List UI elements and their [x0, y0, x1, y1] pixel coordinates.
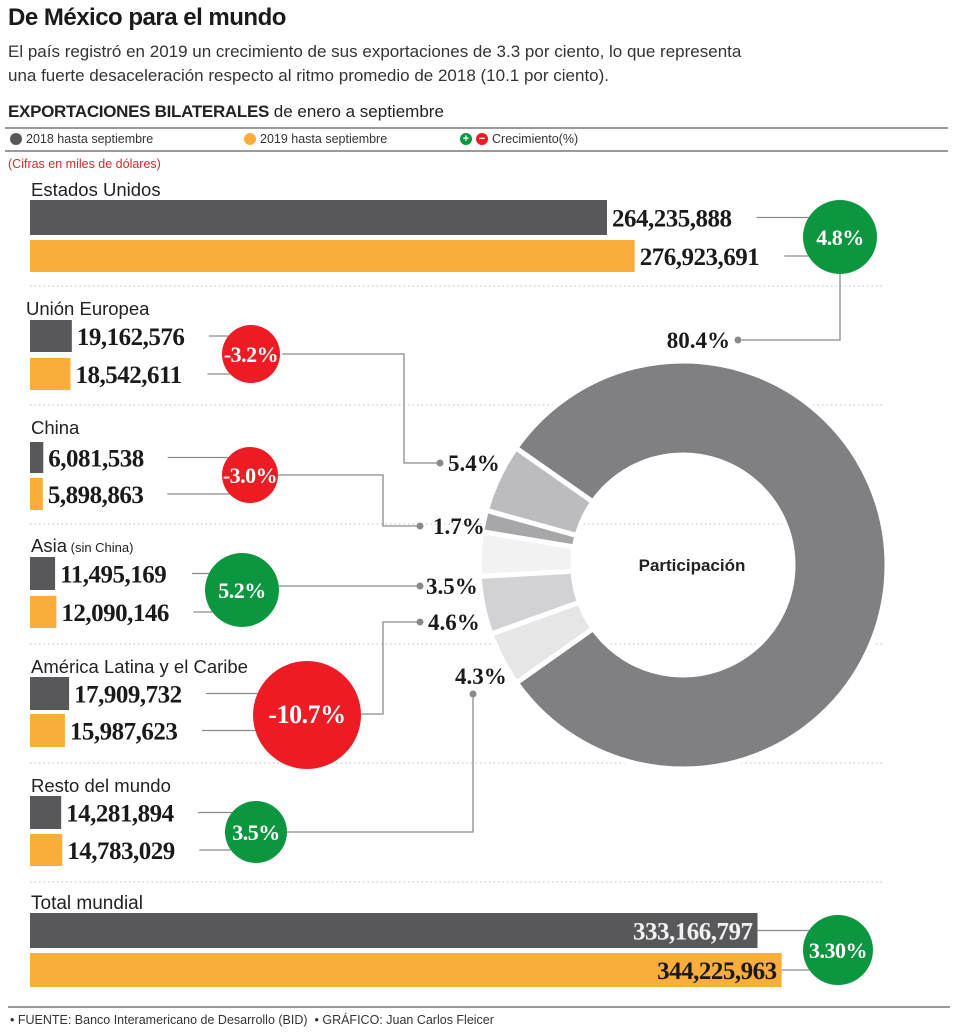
share-dot — [416, 618, 424, 626]
bar-2019-resto-del-mundo — [30, 834, 63, 866]
value-label-2019-estados-unidos: 276,923,691 — [640, 244, 760, 271]
growth-badge-america-latina-y-el-caribe — [253, 661, 361, 769]
bar-2019-estados-unidos — [30, 240, 635, 272]
bar-2019-total-mundial — [30, 953, 782, 987]
value-label-2018-union-europea: 19,162,576 — [77, 324, 185, 351]
growth-label-america-latina-y-el-caribe: -10.7% — [268, 700, 345, 729]
share-connector — [278, 474, 420, 527]
footer-credit: • GRÁFICO: Juan Carlos Fleicer — [314, 1013, 494, 1027]
growth-badge-union-europea — [222, 325, 280, 383]
subtitle-line-1: El país registró en 2019 un crecimiento … — [8, 42, 742, 61]
footer-source: • FUENTE: Banco Interamericano de Desarr… — [10, 1013, 308, 1027]
bar-2018-china — [30, 442, 44, 473]
bar-2018-union-europea — [30, 320, 72, 352]
legend-growth: + − Crecimiento(%) — [460, 132, 578, 146]
share-label-china: 1.7% — [433, 514, 485, 539]
bar-2018-asia — [30, 557, 56, 590]
category-label-union-europea: Unión Europea — [26, 298, 150, 319]
growth-badge-total-mundial — [803, 915, 873, 985]
donut-slice-estados-unidos — [512, 358, 890, 772]
share-connector — [287, 694, 474, 833]
share-connector — [361, 621, 420, 715]
donut-slice-uni-n-europea — [483, 444, 597, 539]
value-label-2018-estados-unidos: 264,235,888 — [612, 206, 732, 233]
share-dot — [436, 459, 444, 467]
minus-icon: − — [476, 133, 488, 145]
growth-label-union-europea: -3.2% — [224, 342, 278, 367]
growth-badge-china — [222, 447, 278, 503]
share-label-estados-unidos: 80.4% — [667, 328, 730, 353]
growth-badge-resto-del-mundo — [225, 801, 287, 863]
legend-2018: 2018 hasta septiembre — [10, 132, 153, 146]
value-label-2018-resto-del-mundo: 14,281,894 — [66, 801, 175, 828]
share-dot — [416, 582, 424, 590]
category-note: (sin China) — [67, 540, 133, 555]
growth-label-total-mundial: 3.30% — [809, 938, 867, 963]
legend-dot-2019 — [244, 133, 256, 145]
category-label-estados-unidos: Estados Unidos — [31, 179, 161, 200]
value-label-2019-china: 5,898,863 — [48, 482, 143, 509]
legend-label-growth: Crecimiento(%) — [492, 132, 579, 146]
units-note: (Cifras en miles de dólares) — [8, 157, 161, 171]
value-label-2019-asia: 12,090,146 — [61, 600, 169, 627]
value-label-2018-china: 6,081,538 — [48, 446, 144, 473]
divider — [5, 127, 948, 129]
value-label-2019-union-europea: 18,542,611 — [75, 362, 181, 389]
value-label-2018-america-latina-y-el-caribe: 17,909,732 — [74, 682, 182, 709]
share-label-america-latina-y-el-caribe: 4.6% — [428, 610, 480, 635]
bar-2018-total-mundial — [30, 913, 758, 948]
bar-2018-resto-del-mundo — [30, 796, 62, 829]
divider — [5, 150, 948, 152]
share-label-union-europea: 5.4% — [448, 451, 500, 476]
bar-2019-china — [30, 478, 43, 510]
bar-2018-america-latina-y-el-caribe — [30, 677, 70, 710]
donut-center-label: Participación — [639, 556, 746, 575]
divider — [8, 1006, 950, 1008]
share-label-asia: 3.5% — [426, 574, 478, 599]
category-label-asia: Asia (sin China) — [31, 535, 133, 556]
footer: • FUENTE: Banco Interamericano de Desarr… — [10, 1013, 494, 1027]
bar-2019-union-europea — [30, 358, 71, 390]
growth-badge-asia — [205, 553, 279, 627]
section-heading-bold: EXPORTACIONES BILATERALES — [8, 102, 270, 121]
share-dot — [416, 522, 424, 530]
growth-label-resto-del-mundo: 3.5% — [232, 820, 280, 845]
section-heading: EXPORTACIONES BILATERALES de enero a sep… — [8, 102, 444, 122]
page-title: De México para el mundo — [8, 4, 286, 31]
category-label-total-mundial: Total mundial — [31, 893, 143, 914]
category-label-resto-del-mundo: Resto del mundo — [31, 775, 171, 796]
share-connector — [282, 353, 440, 464]
value-label-2019-total-mundial: 344,225,963 — [657, 958, 777, 985]
growth-label-china: -3.0% — [223, 463, 277, 488]
growth-badge-estados-unidos — [803, 200, 877, 274]
bar-2018-estados-unidos — [30, 200, 607, 235]
value-label-2019-america-latina-y-el-caribe: 15,987,623 — [70, 719, 178, 746]
legend-label-2018: 2018 hasta septiembre — [26, 132, 154, 146]
share-dot — [734, 336, 742, 344]
category-label-china: China — [31, 417, 80, 438]
bar-2019-america-latina-y-el-caribe — [30, 714, 65, 747]
value-label-2018-asia: 11,495,169 — [60, 562, 166, 589]
value-label-2018-total-mundial: 333,166,797 — [633, 919, 753, 946]
bar-2019-asia — [30, 596, 57, 628]
share-connector — [742, 274, 841, 341]
value-label-2019-resto-del-mundo: 14,783,029 — [67, 838, 175, 865]
growth-label-asia: 5.2% — [218, 578, 266, 603]
share-dot — [469, 690, 477, 698]
legend-2019: 2019 hasta septiembre — [244, 132, 387, 146]
legend-dot-2018 — [10, 133, 22, 145]
legend-label-2019: 2019 hasta septiembre — [260, 132, 388, 146]
plus-icon: + — [460, 133, 472, 145]
share-label-resto-del-mundo: 4.3% — [455, 664, 507, 689]
growth-label-estados-unidos: 4.8% — [816, 225, 864, 250]
category-label-america-latina-y-el-caribe: América Latina y el Caribe — [31, 656, 248, 677]
subtitle-line-2: una fuerte desaceleración respecto al ri… — [8, 66, 610, 85]
section-heading-rest: de enero a septiembre — [269, 102, 444, 121]
